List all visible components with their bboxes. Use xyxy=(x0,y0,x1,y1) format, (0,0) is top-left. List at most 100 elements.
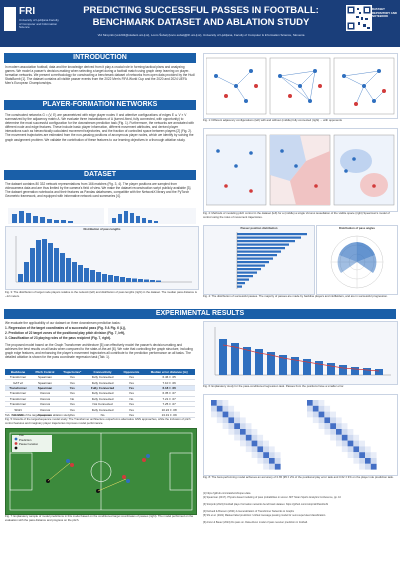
table-cell: Spearman xyxy=(31,412,59,419)
heatmap-cell xyxy=(251,463,258,470)
heatmap-cell xyxy=(263,411,269,418)
heatmap-cell xyxy=(341,429,348,435)
heatmap-cell xyxy=(330,458,336,464)
heatmap-cell xyxy=(251,405,258,412)
table-body: Transformer Spearman Yes Fully Connected Yes… xyxy=(5,375,195,419)
legend-true: true xyxy=(19,433,24,437)
table-cell: 6.18 ± .06 xyxy=(143,385,195,392)
reference-item[interactable]: [1] https://github.com/statsbomb/open-da… xyxy=(203,492,251,495)
heatmap-cell xyxy=(228,440,235,447)
heatmap-cell xyxy=(216,434,223,441)
section-results: EXPERIMENTAL RESULTS xyxy=(4,309,396,319)
heatmap-cell xyxy=(324,429,331,435)
heatmap-cell xyxy=(341,400,348,406)
heatmap-cell xyxy=(365,429,371,435)
heatmap-cell xyxy=(347,434,354,441)
heatmap-cell xyxy=(216,446,223,453)
table-row: GAT v2 Spearman Yes Fully Connected Yes 7.10 … xyxy=(5,379,195,386)
heatmap-cell xyxy=(263,434,269,441)
heatmap-cell xyxy=(274,423,281,429)
heatmap-cell xyxy=(312,423,319,429)
table-cell: Yes xyxy=(119,412,144,419)
table-cell: 7.10 ± .06 xyxy=(143,379,195,386)
heatmap-cell xyxy=(307,458,313,464)
table-cell: Yes xyxy=(119,375,144,381)
heatmap-cell xyxy=(211,434,217,441)
table-cell: Yes xyxy=(119,390,144,397)
heatmap-cell xyxy=(245,400,252,406)
heatmap-cell xyxy=(269,405,275,412)
heatmap-cell xyxy=(347,400,354,406)
university-logo: FRI University of Ljubljana Faculty of C… xyxy=(4,5,59,35)
heatmap-cell xyxy=(359,452,365,458)
fig1-caption: Fig. 1: Different adjacency configuratio… xyxy=(203,118,342,122)
heatmap-cell xyxy=(336,417,342,424)
heatmap-cell xyxy=(359,434,365,441)
heatmap-cell xyxy=(341,440,348,447)
heatmap-cell xyxy=(228,458,235,464)
heatmap-cell xyxy=(228,463,235,470)
table-cell: Voronoi xyxy=(31,396,59,402)
heatmap-cell xyxy=(318,417,325,424)
heatmap-cell xyxy=(341,446,348,453)
references: [1] https://github.com/statsbomb/open-da… xyxy=(203,492,396,552)
task-3: 3. Classification of 23 playing roles of… xyxy=(5,336,112,340)
fig4-caption: Fig. 4: The distribution of successful p… xyxy=(203,294,388,298)
heatmap-cell xyxy=(324,452,331,458)
task-2: 2. Prediction of 22 target zones of the … xyxy=(5,331,126,335)
heatmap-cell xyxy=(216,452,223,458)
heatmap-cell xyxy=(240,458,246,464)
heatmap-cell xyxy=(370,463,377,470)
heatmap-cell xyxy=(240,417,246,424)
heatmap-cell xyxy=(269,417,275,424)
heatmap-cell xyxy=(353,463,360,470)
heatmap-cell xyxy=(240,463,246,470)
column-header: Opponents xyxy=(119,369,144,375)
authors-line: Vid Stropnik (vs1234@student.uni-lj.si),… xyxy=(97,33,305,37)
qr-code-icon[interactable] xyxy=(346,5,372,31)
heatmap-cell xyxy=(318,458,325,464)
table-cell: GAT v2 xyxy=(5,379,32,386)
results-text: The proposed model based on the Graph Tr… xyxy=(5,343,193,360)
ablation-table: Backbone Pitch Control Trajectories* Con… xyxy=(5,369,195,419)
heatmap-cell xyxy=(269,429,275,435)
heatmap-cell xyxy=(318,434,325,441)
heatmap-cell xyxy=(353,400,360,406)
table-cell: Yes xyxy=(58,379,86,386)
fig2-caption: Fig. 2: Methods of modeling pitch contro… xyxy=(203,211,390,219)
heatmap-cell xyxy=(330,463,336,470)
column-header: Backbone xyxy=(5,369,32,375)
heatmap-cell xyxy=(341,434,348,441)
heatmap-cell xyxy=(222,417,229,424)
heatmap-cell xyxy=(341,423,348,429)
heatmap-cell xyxy=(251,417,258,424)
table-cell: Fully Connected xyxy=(85,375,120,381)
heatmap-cell xyxy=(269,463,275,470)
table-cell: SIGN xyxy=(5,406,32,413)
heatmap-cell xyxy=(365,440,371,447)
heatmap-cell xyxy=(341,405,348,412)
heatmap-cell xyxy=(365,400,371,406)
heatmap-cell xyxy=(216,458,223,464)
heatmap-cell xyxy=(263,405,269,412)
heatmap-cell xyxy=(263,458,269,464)
heatmap-cell xyxy=(347,405,354,412)
heatmap-cell xyxy=(274,440,281,447)
table-caption: Tab. 1: Results of the target/sequence a… xyxy=(5,413,71,417)
networks-text: The constructed networks G = (V, E) are … xyxy=(5,113,195,142)
heatmap-cell xyxy=(245,417,252,424)
heatmap-cell xyxy=(359,440,365,447)
heatmap-cell xyxy=(365,452,371,458)
fig1-network-pitches xyxy=(206,57,395,115)
heatmap-cell xyxy=(257,458,264,464)
heatmap-cell xyxy=(365,434,371,441)
heatmap-cell xyxy=(370,429,377,435)
heatmap-cell xyxy=(228,429,235,435)
heatmap-cell xyxy=(353,440,360,447)
heatmap-cell xyxy=(274,400,281,406)
heatmap-cell xyxy=(324,411,331,418)
heatmap-cell xyxy=(222,458,229,464)
heatmap-cell xyxy=(269,400,275,406)
reference-item[interactable]: [3] Stropnik (2024) Football player form… xyxy=(203,503,329,506)
